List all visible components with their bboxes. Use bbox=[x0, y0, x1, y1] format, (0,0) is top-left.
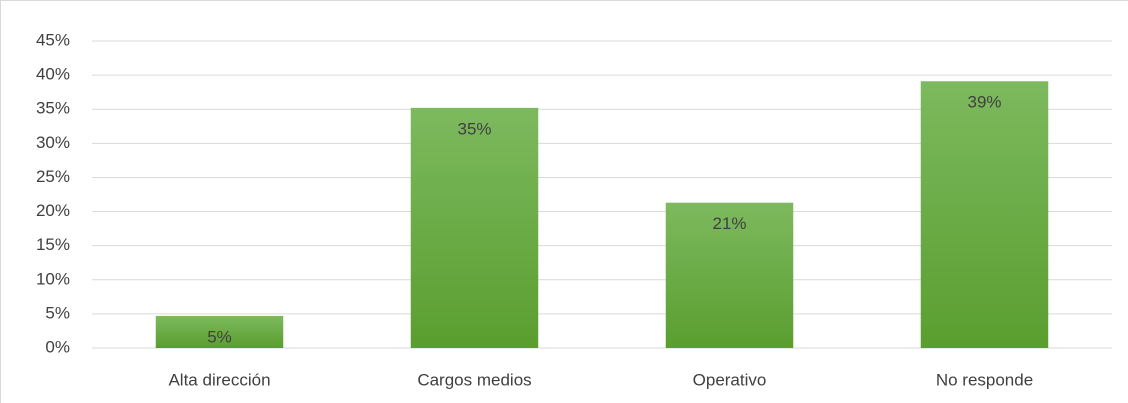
data-label: 39% bbox=[967, 93, 1001, 112]
data-label: 35% bbox=[457, 119, 491, 138]
y-tick-label: 0% bbox=[45, 337, 70, 356]
y-tick-label: 15% bbox=[36, 235, 70, 254]
bar bbox=[920, 81, 1049, 349]
y-tick-label: 30% bbox=[36, 133, 70, 152]
y-tick-label: 5% bbox=[45, 303, 70, 322]
y-tick-label: 20% bbox=[36, 201, 70, 220]
y-tick-label: 35% bbox=[36, 99, 70, 118]
data-label: 5% bbox=[207, 327, 232, 346]
bar bbox=[155, 315, 284, 348]
y-tick-label: 45% bbox=[36, 30, 70, 49]
x-tick-label: Alta dirección bbox=[168, 370, 270, 389]
bar bbox=[410, 107, 539, 348]
y-tick-label: 40% bbox=[36, 65, 70, 84]
data-label: 21% bbox=[712, 214, 746, 233]
x-tick-label: No responde bbox=[936, 370, 1033, 389]
y-tick-label: 25% bbox=[36, 167, 70, 186]
bar bbox=[665, 202, 794, 348]
y-tick-label: 10% bbox=[36, 269, 70, 288]
x-tick-label: Operativo bbox=[693, 370, 767, 389]
x-tick-label: Cargos medios bbox=[417, 370, 531, 389]
